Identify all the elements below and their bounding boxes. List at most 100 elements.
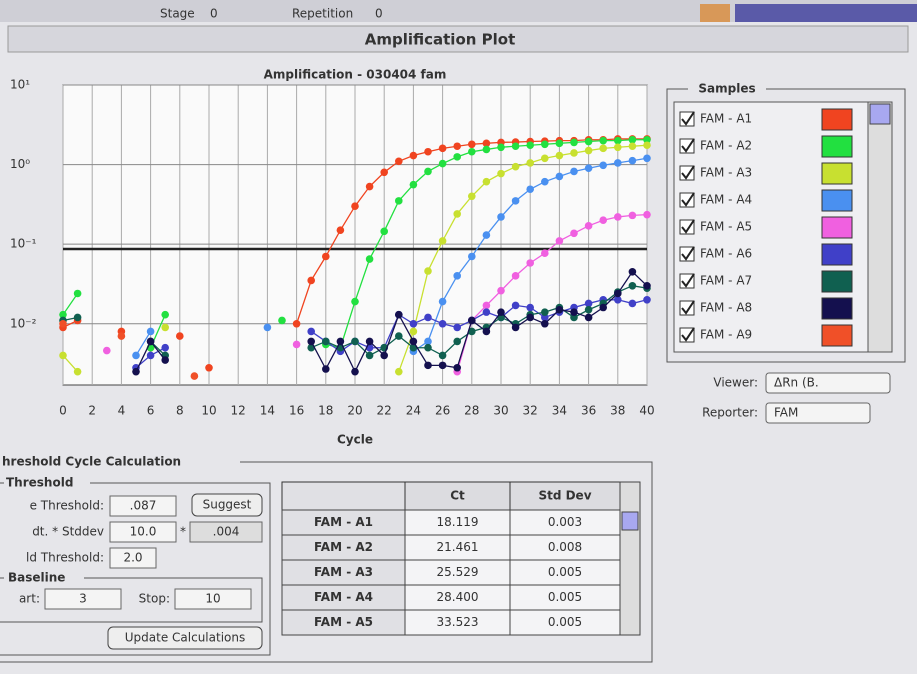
sample-swatch: [822, 163, 852, 184]
data-point: [439, 320, 447, 328]
data-point: [643, 141, 651, 149]
top-panel: [735, 4, 917, 22]
x-tick-label: 24: [406, 404, 421, 418]
data-point: [439, 362, 447, 370]
x-tick-label: 2: [88, 404, 96, 418]
data-point: [439, 160, 447, 168]
samples-scrollbar[interactable]: [868, 102, 892, 352]
table-value: 0.005: [548, 615, 582, 629]
x-tick-label: 38: [610, 404, 625, 418]
viewer-value: ΔRn (B.: [774, 376, 819, 390]
data-point: [59, 320, 67, 328]
data-point: [541, 308, 549, 316]
scroll-thumb[interactable]: [870, 104, 890, 124]
table-scrollbar[interactable]: [620, 482, 640, 635]
results-table: CtStd DevFAM - A118.1190.003FAM - A221.4…: [282, 482, 640, 635]
table-value: 33.523: [437, 615, 479, 629]
data-point: [483, 178, 491, 186]
data-point: [614, 159, 622, 167]
data-point: [585, 164, 593, 172]
sample-swatch: [822, 325, 852, 346]
data-point: [556, 237, 564, 245]
x-tick-label: 40: [639, 404, 654, 418]
data-point: [599, 304, 607, 312]
table-value: 0.005: [548, 565, 582, 579]
y-tick-label: 10⁰: [10, 157, 30, 171]
data-point: [103, 347, 111, 355]
samples-title: Samples: [698, 82, 755, 96]
x-tick-label: 36: [581, 404, 596, 418]
data-point: [366, 255, 374, 263]
data-point: [497, 170, 505, 178]
stddev-value: .004: [213, 525, 240, 539]
plot-title: Amplification - 030404 fam: [264, 68, 447, 82]
update-label: Update Calculations: [125, 631, 245, 645]
data-point: [395, 368, 403, 376]
data-point: [132, 352, 140, 360]
data-point: [439, 237, 447, 245]
data-point: [614, 213, 622, 221]
table-value: 0.008: [548, 540, 582, 554]
data-point: [570, 229, 578, 237]
x-tick-label: 34: [552, 404, 567, 418]
data-point: [453, 324, 461, 332]
data-point: [322, 253, 330, 261]
data-point: [512, 197, 520, 205]
sample-name: FAM - A3: [700, 166, 752, 180]
data-point: [497, 308, 505, 316]
table-scroll-thumb[interactable]: [622, 512, 638, 530]
data-point: [307, 338, 315, 346]
window-title: Amplification Plot: [365, 31, 516, 49]
stop-label: Stop:: [139, 592, 170, 606]
data-point: [59, 352, 67, 360]
data-point: [599, 161, 607, 169]
data-point: [380, 168, 388, 176]
data-point: [556, 173, 564, 181]
sample-swatch: [822, 109, 852, 130]
data-point: [453, 338, 461, 346]
data-point: [147, 328, 155, 336]
x-tick-label: 16: [289, 404, 304, 418]
data-point: [483, 328, 491, 336]
data-point: [570, 149, 578, 157]
sample-swatch: [822, 271, 852, 292]
times-sign: *: [180, 525, 186, 539]
data-point: [629, 157, 637, 165]
x-tick-label: 8: [176, 404, 184, 418]
data-point: [351, 202, 359, 210]
data-point: [147, 352, 155, 360]
sample-name: FAM - A1: [700, 112, 752, 126]
data-point: [161, 324, 169, 332]
table-value: 25.529: [437, 565, 479, 579]
data-point: [439, 352, 447, 360]
data-point: [191, 372, 199, 380]
threshold-title: Threshold: [6, 476, 73, 490]
x-tick-label: 26: [435, 404, 450, 418]
data-point: [132, 368, 140, 376]
data-point: [497, 143, 505, 151]
data-point: [293, 320, 301, 328]
data-point: [526, 185, 534, 193]
data-point: [322, 365, 330, 373]
data-point: [599, 145, 607, 153]
reporter-value: FAM: [774, 406, 798, 420]
data-point: [643, 154, 651, 162]
data-point: [293, 341, 301, 349]
reporter-label: Reporter:: [702, 406, 758, 420]
data-point: [351, 338, 359, 346]
table-value: 28.400: [437, 590, 479, 604]
data-point: [629, 136, 637, 144]
data-point: [453, 153, 461, 161]
sample-swatch: [822, 190, 852, 211]
data-point: [74, 290, 82, 298]
data-point: [453, 272, 461, 280]
data-point: [264, 324, 272, 332]
data-point: [410, 152, 418, 160]
data-point: [614, 137, 622, 145]
row-header: FAM - A4: [314, 590, 373, 604]
data-point: [629, 282, 637, 290]
top-swatch: [700, 4, 730, 22]
data-point: [468, 148, 476, 156]
data-point: [526, 259, 534, 267]
data-point: [643, 211, 651, 219]
